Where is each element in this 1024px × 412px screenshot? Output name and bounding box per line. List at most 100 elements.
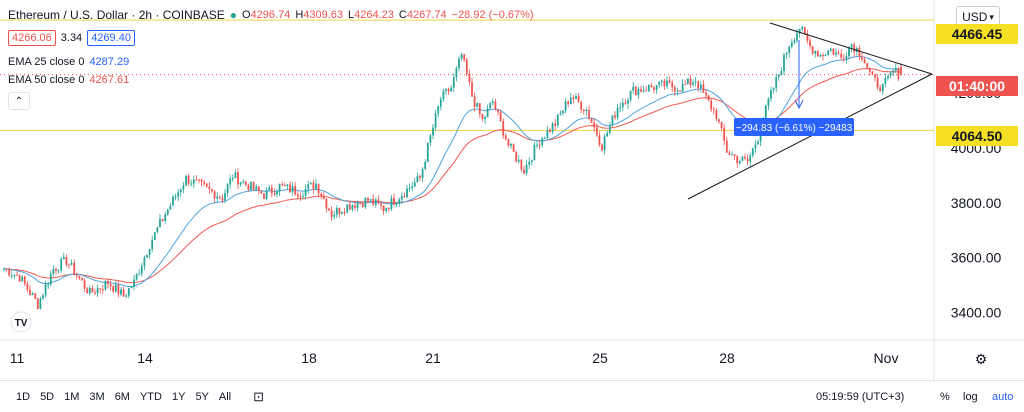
candle-body	[686, 78, 689, 85]
candle-body	[871, 71, 874, 75]
candle-body	[156, 227, 159, 232]
candle-body	[408, 188, 411, 190]
currency-selector[interactable]: USD ▾	[956, 6, 1000, 28]
candle-body	[57, 270, 60, 272]
price-tick-label: 3400.00	[951, 305, 1002, 321]
candle-body	[348, 204, 351, 210]
range-button-all[interactable]: All	[218, 390, 232, 403]
candle-body	[302, 195, 304, 197]
candle-body	[343, 212, 346, 214]
candle-body	[528, 161, 531, 165]
candle-body	[655, 84, 658, 90]
candle-body	[107, 280, 109, 285]
log-toggle[interactable]: log	[963, 390, 978, 403]
market-status-icon: ●	[229, 8, 237, 22]
range-button-5d[interactable]: 5D	[40, 390, 55, 403]
candle-body	[315, 183, 317, 189]
candle-body	[575, 96, 577, 100]
candle-body	[406, 188, 408, 198]
candle-body	[55, 268, 57, 271]
resistance-price-tag: 4466.45	[936, 24, 1018, 44]
candle-body	[793, 40, 796, 43]
range-button-3m[interactable]: 3M	[89, 390, 105, 403]
candle-body	[237, 172, 239, 185]
candle-body	[494, 101, 497, 110]
calendar-range-icon[interactable]: ⊡	[253, 388, 265, 404]
candle-body	[390, 198, 393, 209]
price-chart[interactable]: 4400.004200.004000.003800.003600.003400.…	[0, 0, 1024, 380]
candle-body	[764, 105, 767, 121]
candle-body	[611, 115, 614, 126]
candle-body	[723, 127, 726, 141]
range-button-5y[interactable]: 5Y	[195, 390, 209, 403]
candle-body	[299, 196, 302, 198]
candle-body	[213, 191, 216, 199]
candle-body	[900, 66, 902, 75]
percent-toggle[interactable]: %	[940, 390, 950, 403]
symbol-title[interactable]: Ethereum / U.S. Dollar · 2h · COINBASE	[8, 8, 225, 22]
candle-body	[437, 106, 440, 114]
time-tick-label: 11	[10, 350, 25, 366]
ask-badge[interactable]: 4269.40	[87, 30, 135, 46]
candle-body	[551, 123, 554, 132]
candle-body	[476, 103, 479, 107]
candle-body	[393, 198, 395, 205]
clock-readout[interactable]: 05:19:59 (UTC+3)	[816, 390, 905, 403]
candle-body	[832, 48, 835, 55]
candle-body	[242, 181, 245, 183]
candle-body	[21, 276, 24, 282]
tv-logo-badge	[10, 311, 32, 333]
range-button-1m[interactable]: 1M	[64, 390, 80, 403]
candle-body	[486, 108, 489, 118]
candle-body	[426, 143, 429, 162]
candle-body	[216, 196, 219, 199]
ema25-label: EMA 25 close 0	[8, 56, 85, 68]
candle-body	[68, 264, 70, 266]
candle-body	[598, 135, 601, 145]
candle-body	[822, 55, 824, 57]
candle-body	[445, 88, 447, 91]
candle-body	[44, 284, 47, 296]
candle-body	[746, 158, 749, 162]
candle-body	[73, 262, 76, 275]
candle-body	[642, 90, 645, 92]
candle-body	[153, 231, 156, 240]
candle-body	[533, 144, 536, 161]
range-button-1y[interactable]: 1Y	[171, 390, 186, 403]
candle-body	[824, 54, 827, 56]
candle-body	[31, 293, 34, 295]
range-button-ytd[interactable]: YTD	[139, 390, 162, 403]
candle-body	[208, 186, 211, 190]
bid-badge[interactable]: 4266.06	[8, 30, 56, 46]
candle-body	[614, 115, 616, 118]
ema50-legend[interactable]: EMA 50 close 0 4267.61	[8, 74, 134, 86]
candle-body	[23, 276, 26, 284]
candle-body	[65, 256, 68, 265]
candle-body	[658, 81, 661, 85]
time-axis-settings[interactable]: ⚙	[972, 350, 990, 368]
high-label: H	[295, 9, 304, 21]
candle-body	[26, 283, 29, 290]
candle-body	[645, 90, 648, 92]
candle-body	[309, 182, 312, 185]
candle-body	[367, 198, 369, 201]
ema50-line	[4, 68, 902, 284]
candle-body	[94, 292, 96, 294]
candle-body	[809, 40, 811, 47]
candle-body	[185, 175, 187, 186]
candle-body	[754, 144, 757, 149]
candle-body	[268, 187, 271, 191]
candle-body	[897, 67, 900, 79]
candle-body	[369, 198, 372, 201]
candle-body	[689, 78, 692, 85]
range-button-6m[interactable]: 6M	[114, 390, 130, 403]
candle-body	[13, 274, 16, 276]
collapse-legend-button[interactable]: ⌃	[8, 92, 30, 110]
price-tick-label: 3800.00	[951, 195, 1002, 211]
range-button-1d[interactable]: 1D	[16, 390, 31, 403]
ema25-legend[interactable]: EMA 25 close 0 4287.29	[8, 56, 134, 68]
auto-toggle[interactable]: auto	[992, 390, 1014, 403]
candle-body	[169, 205, 172, 210]
candle-body	[775, 76, 778, 89]
candle-body	[884, 78, 887, 84]
